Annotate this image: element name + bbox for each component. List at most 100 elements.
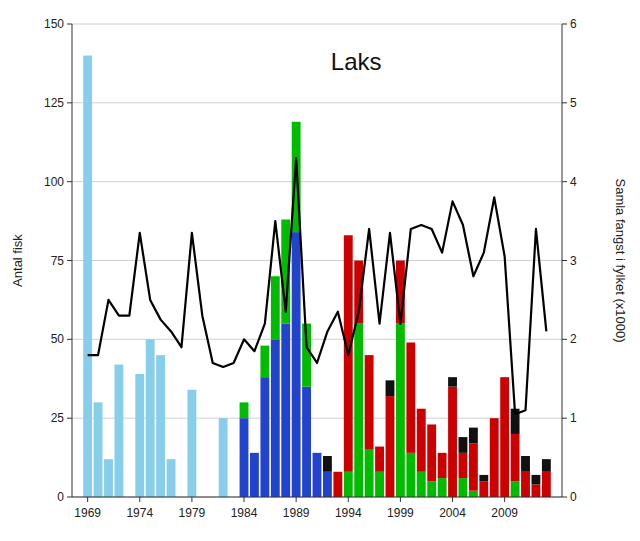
- bar-segment: [146, 339, 155, 340]
- x-tick: [348, 497, 349, 502]
- bar-segment: [219, 418, 228, 419]
- bar-segment: [114, 364, 123, 365]
- y2-tick: [562, 339, 567, 340]
- bar-segment: [135, 374, 144, 497]
- y2-tick-label: 4: [570, 175, 577, 189]
- y2-tick: [562, 181, 567, 182]
- bar-series: [240, 122, 520, 497]
- bar-segment: [479, 475, 488, 481]
- y-tick-label: 50: [51, 332, 65, 346]
- bar-segment: [114, 364, 123, 365]
- bar-segment: [146, 339, 155, 340]
- x-tick-label: 2009: [491, 506, 518, 520]
- y-tick: [67, 181, 72, 182]
- bar-segment: [260, 345, 269, 346]
- line: [88, 158, 547, 414]
- y-tick: [67, 102, 72, 103]
- bar-segment: [240, 402, 249, 403]
- x-tick-label: 1999: [387, 506, 414, 520]
- bar-segment: [511, 434, 520, 481]
- y-tick-label: 25: [51, 411, 65, 425]
- bar-segment: [459, 478, 468, 497]
- bar-segment: [354, 260, 363, 261]
- bar-segment: [135, 374, 144, 375]
- bar-segment: [104, 459, 113, 460]
- x-tick-label: 1994: [335, 506, 362, 520]
- bar-segment: [135, 374, 144, 375]
- bar-segment: [281, 324, 290, 497]
- bar-segment: [260, 346, 269, 378]
- bar-segment: [83, 55, 92, 56]
- bar-segment: [479, 481, 488, 497]
- bar-segment: [219, 418, 228, 497]
- bar-segment: [271, 276, 280, 339]
- bar-segment: [542, 472, 551, 497]
- y2-tick: [562, 102, 567, 103]
- bar-segment: [406, 342, 415, 343]
- x-axis-line: [72, 497, 562, 498]
- bar-segment: [94, 402, 103, 497]
- bar-segment: [323, 456, 332, 472]
- y2-tick-label: 1: [570, 411, 577, 425]
- bar-segment: [427, 481, 436, 497]
- bar-segment: [448, 377, 457, 386]
- y-tick-label: 150: [44, 17, 64, 31]
- bar-segment: [406, 342, 415, 452]
- bar-segment: [240, 402, 249, 403]
- bar-segment: [219, 418, 228, 419]
- bar-segment: [500, 377, 509, 497]
- bar-segment: [313, 452, 322, 453]
- bar-segment: [542, 459, 551, 472]
- x-tick-label: 1969: [74, 506, 101, 520]
- y-tick: [67, 497, 72, 498]
- bar-segment: [459, 453, 468, 478]
- bar-segment: [167, 459, 176, 460]
- y-tick-label: 100: [44, 175, 64, 189]
- bar-segment: [448, 387, 457, 497]
- plot-area: [83, 56, 551, 497]
- bar-segment: [532, 484, 541, 497]
- bar-segment: [167, 459, 176, 497]
- bar-segment: [83, 56, 92, 497]
- y2-tick-label: 3: [570, 254, 577, 268]
- bar-segment: [187, 389, 196, 390]
- bar-segment: [219, 418, 228, 419]
- bar-segment: [250, 452, 259, 453]
- bar-segment: [167, 459, 176, 460]
- x-tick-label: 1974: [126, 506, 153, 520]
- bar-segment: [167, 459, 176, 460]
- bar-segment: [94, 402, 103, 403]
- bar-segment: [386, 380, 395, 396]
- bar-segment: [344, 472, 353, 497]
- y-tick: [67, 418, 72, 419]
- bar-segment: [104, 459, 113, 460]
- bar-segment: [83, 55, 92, 56]
- bar-segment: [375, 447, 384, 472]
- bar-segment: [240, 402, 249, 418]
- bar-segment: [187, 389, 196, 390]
- bar-segment: [146, 339, 155, 340]
- x-tick-label: 2004: [439, 506, 466, 520]
- bar-segment: [250, 452, 259, 453]
- bar-segment: [365, 355, 374, 356]
- bar-segment: [292, 121, 301, 122]
- x-tick: [452, 497, 453, 502]
- bar-segment: [302, 387, 311, 497]
- bar-segment: [313, 452, 322, 453]
- bar-segment: [250, 453, 259, 497]
- bar-series: [323, 377, 551, 484]
- bar-segment: [135, 374, 144, 375]
- bar-segment: [521, 472, 530, 497]
- y2-tick-label: 2: [570, 332, 577, 346]
- bar-segment: [396, 260, 405, 261]
- bar-segment: [114, 365, 123, 497]
- bar-series: [83, 56, 227, 497]
- bar-segment: [292, 121, 301, 122]
- bar-segment: [490, 418, 499, 497]
- y2-tick-label: 6: [570, 17, 577, 31]
- bar-segment: [167, 459, 176, 460]
- bar-segment: [375, 446, 384, 447]
- bar-segment: [302, 323, 311, 324]
- bar-segment: [386, 396, 395, 497]
- bar-segment: [271, 339, 280, 497]
